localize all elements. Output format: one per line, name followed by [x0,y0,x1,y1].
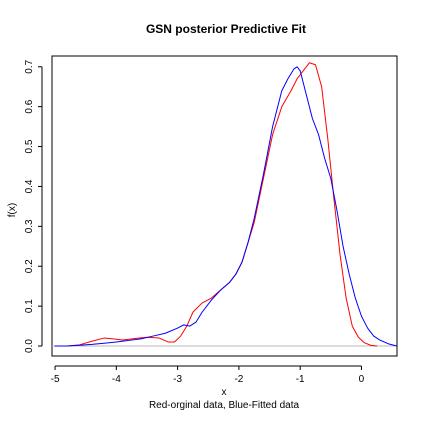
series-layer [54,62,398,347]
y-tick-label: 0.4 [24,179,35,193]
x-axis-subtitle: Red-orginal data, Blue-Fitted data [149,400,300,411]
x-axis: -5 -4 -3 -2 -1 0 [51,365,365,385]
y-axis-label: f(x) [7,203,18,217]
y-tick-label: 0.6 [24,99,35,113]
x-axis-label: x [222,387,227,398]
x-tick-label: -1 [296,374,305,385]
x-tick-label: 0 [359,374,365,385]
y-tick-label: 0.7 [24,59,35,73]
x-tick-label: -4 [112,374,121,385]
y-tick-label: 0.0 [24,339,35,353]
plot-frame [51,55,398,357]
y-tick-label: 0.1 [24,299,35,313]
y-tick-label: 0.3 [24,219,35,233]
x-tick-label: -3 [173,374,182,385]
x-tick-label: -5 [51,374,60,385]
y-tick-label: 0.5 [24,139,35,153]
series-blue-line [54,66,398,347]
x-tick-label: -2 [234,374,243,385]
chart-title: GSN posterior Predictive Fit [146,22,306,36]
y-tick-label: 0.2 [24,259,35,273]
y-axis: 0.0 0.1 0.2 0.3 0.4 0.5 0.6 0.7 [24,59,43,353]
